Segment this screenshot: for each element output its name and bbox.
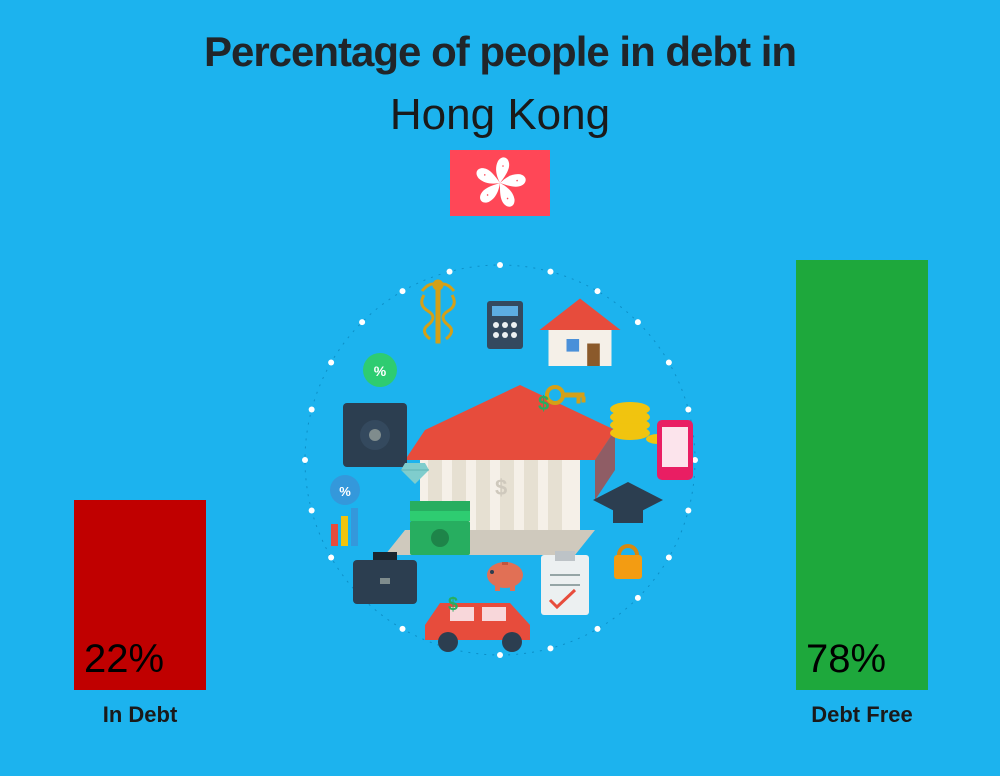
hong-kong-flag bbox=[450, 150, 550, 216]
in-debt-bar: 22% bbox=[74, 500, 206, 690]
svg-text:$: $ bbox=[495, 475, 507, 500]
infographic-canvas: Percentage of people in debt in Hong Kon… bbox=[0, 0, 1000, 776]
svg-text:$: $ bbox=[538, 393, 549, 415]
svg-text:$: $ bbox=[448, 594, 458, 614]
debt-free-value: 78% bbox=[806, 637, 886, 682]
in-debt-label: In Debt bbox=[74, 702, 206, 728]
debt-free-label: Debt Free bbox=[796, 702, 928, 728]
svg-text:%: % bbox=[339, 484, 351, 499]
title-line-2: Hong Kong bbox=[0, 90, 1000, 140]
debt-free-bar: 78% bbox=[796, 260, 928, 690]
svg-text:%: % bbox=[374, 363, 387, 379]
title-line-1: Percentage of people in debt in bbox=[0, 28, 1000, 76]
in-debt-value: 22% bbox=[84, 637, 164, 682]
finance-illustration: $ bbox=[280, 240, 720, 680]
